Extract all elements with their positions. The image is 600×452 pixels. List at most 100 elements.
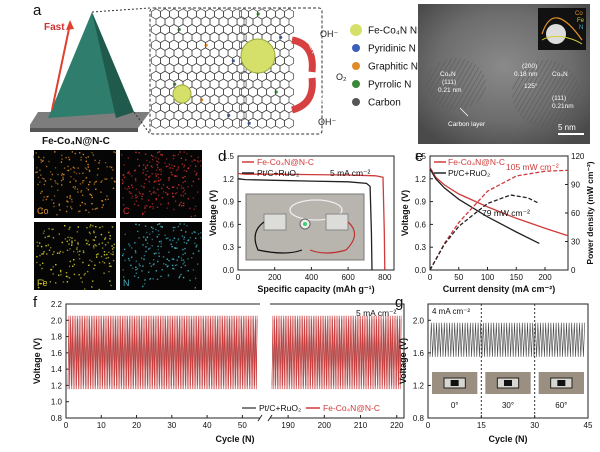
panel-label-e: e xyxy=(415,148,424,165)
x-tick-label: 220 xyxy=(390,421,404,430)
y-axis-label: Voltage (V) xyxy=(398,338,408,384)
axis-break xyxy=(267,414,273,422)
x-tick-label: 10 xyxy=(97,421,106,430)
x-tick-label: 30 xyxy=(167,421,176,430)
annotation: 4 mA cm⁻² xyxy=(432,307,470,316)
b-label-200: (200) xyxy=(522,63,537,70)
chart-g-frame xyxy=(427,303,589,419)
x-tick-label: 0 xyxy=(426,421,431,430)
x-tick-label: 200 xyxy=(318,421,332,430)
x-tick-label: 50 xyxy=(238,421,247,430)
series-line-0 xyxy=(237,172,386,271)
x-tick-label: 200 xyxy=(538,273,552,282)
nitrogen-dopant xyxy=(204,43,208,47)
chart-g: 0.8 1.2 1.6 2.0 0 15 30 45 4 mA cm⁻² 0° 30° 60° Cycl… xyxy=(398,303,593,444)
cycling-trace xyxy=(429,322,585,357)
annotation-peak-pt: 79 mW cm⁻² xyxy=(482,208,530,218)
eds-map-co: Co xyxy=(34,150,117,218)
eds-map-c: C xyxy=(120,150,202,218)
x-tick-label: 200 xyxy=(268,273,282,282)
nitrogen-dopant xyxy=(173,82,177,86)
x-axis-label: Current density (mA cm⁻²) xyxy=(443,284,555,294)
y-tick-label: 1.2 xyxy=(413,381,425,390)
legend-marker xyxy=(352,62,360,70)
lattice-hexagon xyxy=(284,117,294,129)
nanoparticle-small xyxy=(172,84,192,104)
y2-tick-label: 120 xyxy=(571,152,585,161)
y-tick-label: 1.2 xyxy=(51,381,63,390)
y-tick-label: 1.5 xyxy=(223,152,235,161)
y2-axis-label: Power density (mW cm⁻²) xyxy=(585,161,595,264)
y-tick-label: 0.0 xyxy=(415,266,427,275)
y-tick-label: 0.6 xyxy=(223,220,235,229)
material-label: Fe-Co₄N@N-C xyxy=(42,136,110,147)
legend-label: Graphitic N xyxy=(368,62,418,73)
bending-angle-label: 0° xyxy=(451,401,459,410)
eds-map-n: N xyxy=(120,222,202,290)
bending-photo-1 xyxy=(485,372,531,394)
series-line-0 xyxy=(429,167,569,237)
panel-e: 0.0 0.3 0.6 0.9 1.2 1.5 0 30 60 90 120 0 50 100 150 200… xyxy=(400,150,598,300)
y-tick-label: 1.4 xyxy=(51,365,63,374)
nitrogen-dopant xyxy=(227,113,231,117)
y-tick-label: 2.0 xyxy=(51,316,63,325)
x-tick-label: 150 xyxy=(510,273,524,282)
y-tick-label: 0.9 xyxy=(415,198,427,207)
chart-d: 0.0 0.3 0.6 0.9 1.2 1.5 0 200 400 600 800 Fe-Co₄N@N… xyxy=(208,152,395,294)
graphene-lattice xyxy=(151,8,294,129)
bending-photo-2 xyxy=(538,372,584,394)
legend-label: Fe-Co₄N NP xyxy=(368,26,424,37)
annotation: 5 mA cm⁻² xyxy=(356,308,397,318)
eds-map-fe: Fe xyxy=(34,222,116,291)
panel-g: 0.8 1.2 1.6 2.0 0 15 30 45 4 mA cm⁻² 0° 30° 60° Cycl… xyxy=(398,298,598,452)
nitrogen-dopant xyxy=(200,98,204,102)
inset-co: Co xyxy=(575,11,583,17)
legend-marker xyxy=(350,24,362,36)
fast-label: Fast xyxy=(44,22,65,33)
y-tick-label: 1.0 xyxy=(51,398,63,407)
b-label-021-right: 0.21nm xyxy=(552,103,574,110)
b-label-carbon-layer: Carbon layer xyxy=(448,121,486,128)
panel-label-d: d xyxy=(218,148,227,165)
b-label-co4n-left: Co₄N xyxy=(440,71,456,78)
battery-photo-inset xyxy=(245,193,365,261)
bending-photo-0 xyxy=(432,372,478,394)
y-tick-label: 0.3 xyxy=(415,243,427,252)
x-axis-label: Cycle (N) xyxy=(215,434,254,444)
x-tick-label: 800 xyxy=(378,273,392,282)
y-tick-label: 0.9 xyxy=(223,198,235,207)
oer-arrow xyxy=(291,36,316,73)
bending-angle-label: 30° xyxy=(502,401,514,410)
y-tick-label: 0.8 xyxy=(413,414,425,423)
y-tick-label: 1.2 xyxy=(415,175,427,184)
b-label-111-left: (111) xyxy=(442,79,456,86)
nitrogen-dopant xyxy=(231,59,235,63)
orr-arrow xyxy=(290,77,316,114)
y2-tick-label: 90 xyxy=(571,181,580,190)
nanoparticle-large xyxy=(240,38,276,74)
series-line-1 xyxy=(429,168,540,244)
x-tick-label: 0 xyxy=(428,273,433,282)
nitrogen-dopant xyxy=(256,12,260,16)
lattice-hexagon xyxy=(232,117,242,129)
y2-tick-label: 0 xyxy=(571,266,576,275)
y-tick-label: 0.3 xyxy=(223,243,235,252)
scale-label: 5 nm xyxy=(558,123,576,132)
y-tick-label: 1.5 xyxy=(415,152,427,161)
fast-arrow xyxy=(51,23,71,111)
chart-f-frame xyxy=(65,303,405,419)
x-tick-label: 0 xyxy=(64,421,69,430)
panel-f: 0.8 1.0 1.2 1.4 1.6 1.8 2.0 2.2 0 10 20 30 40 50 190 20… xyxy=(30,298,410,452)
legend-label: Pt/C+RuO₂ xyxy=(448,168,490,178)
legend-marker xyxy=(352,98,360,106)
annotation-peak-fe: 105 mW cm⁻² xyxy=(506,162,559,172)
y-tick-label: 1.6 xyxy=(51,349,63,358)
y2-tick-label: 60 xyxy=(571,209,580,218)
x-axis-label: Cycle (N) xyxy=(488,434,527,444)
series-line-1 xyxy=(237,178,373,271)
panel-a-schematic: OER ORR OH⁻ O₂ OH⁻ Fe-Co₄N NP Pyridinic N… xyxy=(28,7,424,147)
x-tick-label: 45 xyxy=(584,421,593,430)
y2-tick-label: 30 xyxy=(571,238,580,247)
axis-break xyxy=(257,414,263,422)
annotation: 5 mA cm⁻² xyxy=(330,168,371,178)
